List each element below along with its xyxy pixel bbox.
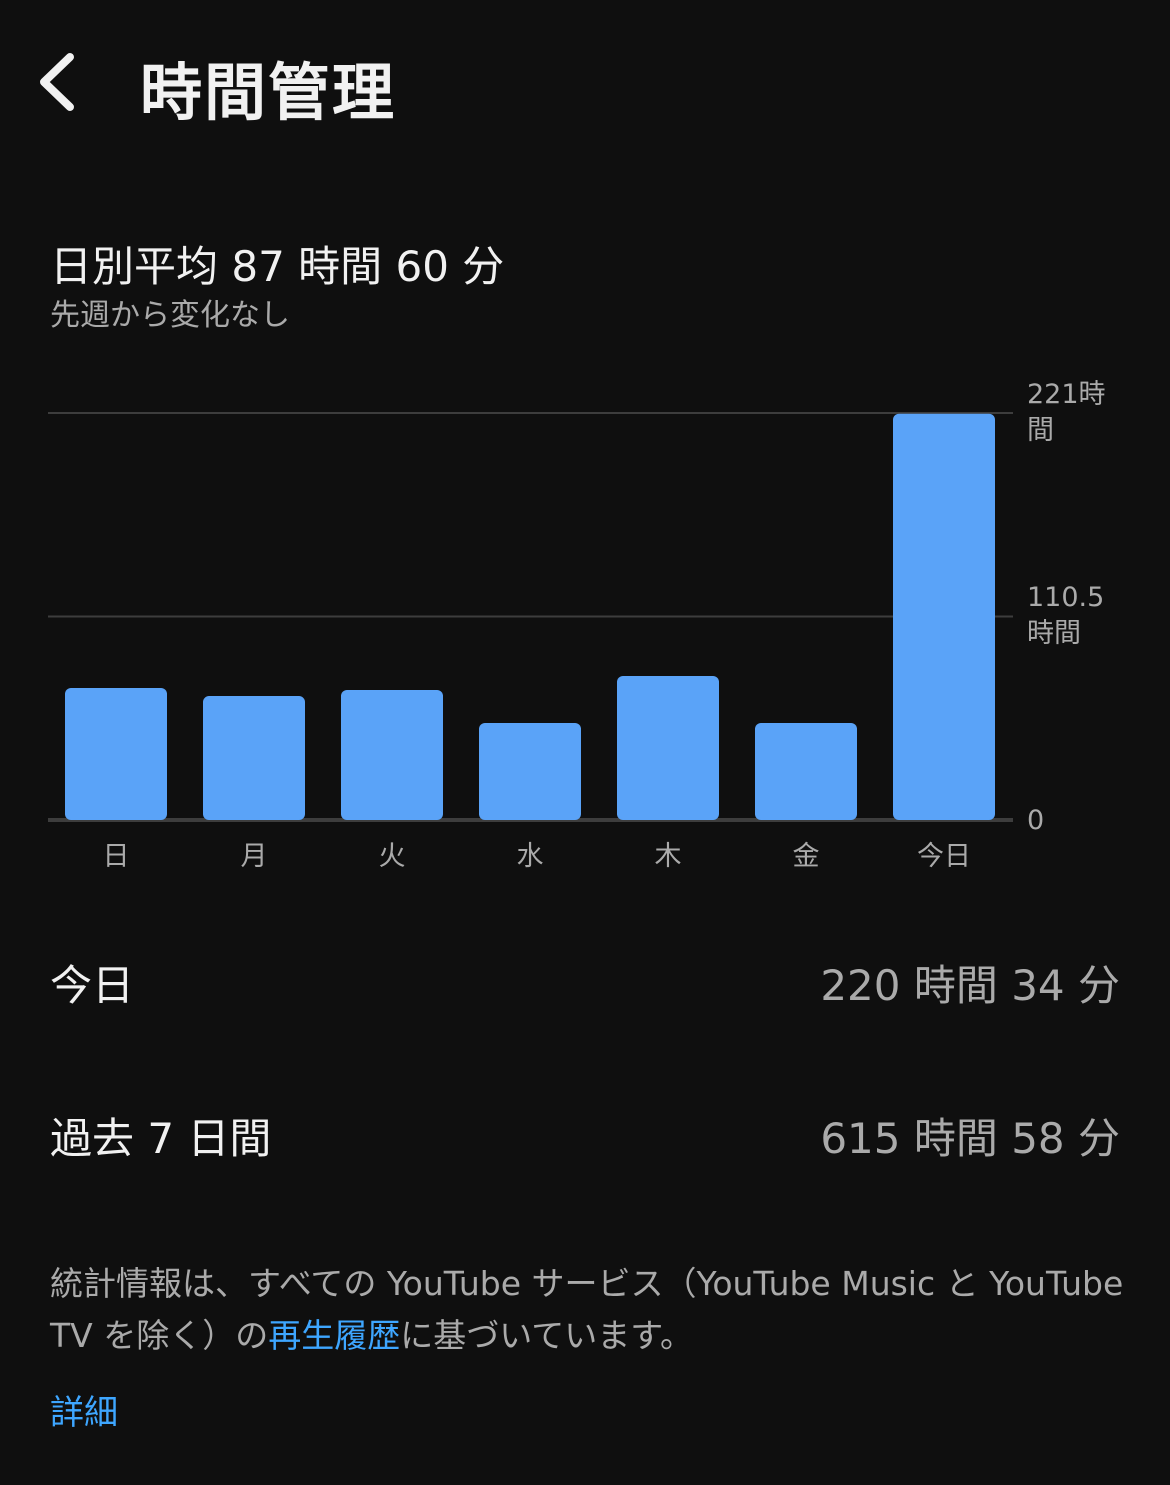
page-title: 時間管理 — [140, 56, 397, 129]
y-tick-label-max: 221時間 — [1027, 379, 1106, 446]
details-link[interactable]: 詳細 — [50, 1393, 118, 1433]
x-tick-label: 水 — [517, 841, 544, 872]
stats-note: 統計情報は、すべての YouTube サービス（YouTube Music と … — [50, 1258, 1130, 1362]
x-tick-label: 月 — [241, 841, 268, 872]
last-7-days-label: 過去 7 日間 — [50, 1114, 272, 1163]
bar-1 — [203, 696, 305, 820]
last-7-days-value: 615 時間 58 分 — [820, 1114, 1120, 1163]
bar-5 — [755, 722, 857, 820]
watch-history-link[interactable]: 再生履歴 — [268, 1316, 401, 1355]
bar-6 — [893, 413, 995, 820]
y-tick-label-mid: 110.5 時間 — [1027, 582, 1105, 649]
x-tick-label: 木 — [655, 841, 682, 872]
x-tick-label: 日 — [103, 841, 130, 872]
x-tick-label: 火 — [379, 841, 406, 872]
back-button[interactable] — [30, 45, 90, 120]
x-tick-label: 金 — [793, 841, 820, 872]
y-tick-label-zero: 0 — [1027, 805, 1045, 836]
x-tick-label: 今日 — [917, 841, 971, 872]
bar-4 — [617, 675, 719, 820]
today-value: 220 時間 34 分 — [820, 961, 1120, 1010]
bar-0 — [65, 687, 167, 820]
bar-2 — [341, 689, 443, 820]
note-text-end: に基づいています。 — [400, 1316, 693, 1355]
bar-3 — [479, 722, 581, 820]
note-text: 統計情報は、すべての YouTube サービス（YouTube Music と … — [50, 1264, 1124, 1355]
today-label: 今日 — [50, 961, 135, 1010]
change-from-last-week: 先週から変化なし — [50, 298, 290, 333]
weekly-watch-time-chart: 日 月 火 水 木 金 今日 — [48, 412, 1013, 872]
daily-average: 日別平均 87 時間 60 分 — [50, 242, 505, 291]
chevron-left-icon — [40, 53, 74, 111]
